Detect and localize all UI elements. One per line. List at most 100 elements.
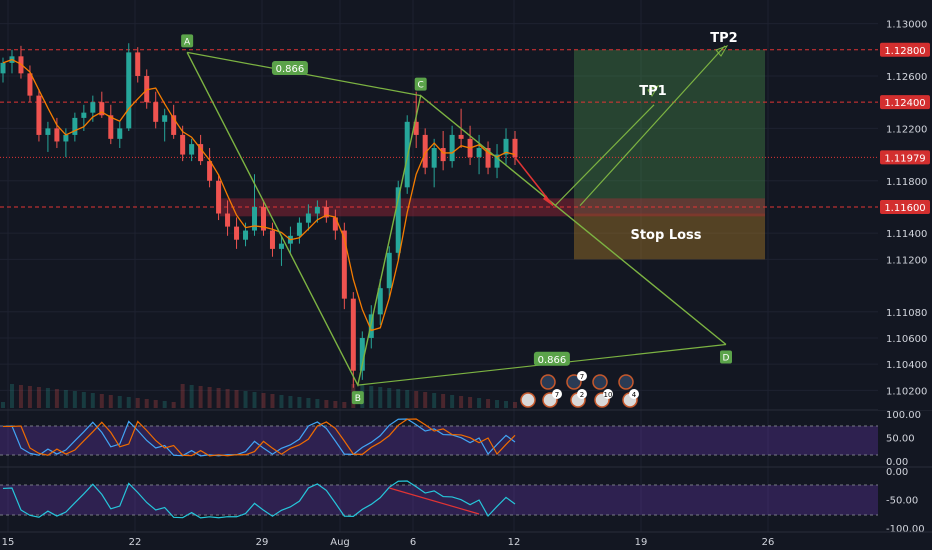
- zone-label-2: Stop Loss: [630, 228, 701, 243]
- volume-bar-50: [450, 395, 455, 408]
- event-count-bg-2: [577, 389, 587, 399]
- candle-body-6: [54, 128, 60, 142]
- candle-body-54: [485, 148, 491, 168]
- volume-bar-36: [324, 400, 329, 408]
- price-tick-0: 1.13000: [886, 20, 927, 31]
- event-count-bg-3: [603, 389, 613, 399]
- volume-bar-44: [396, 389, 401, 408]
- candle-body-5: [45, 128, 51, 135]
- candle-body-14: [126, 52, 132, 129]
- volume-bar-53: [477, 398, 482, 408]
- volume-bar-31: [279, 395, 284, 408]
- volume-bar-54: [486, 399, 491, 408]
- candle-body-23: [207, 161, 213, 181]
- volume-bar-6: [54, 389, 59, 408]
- volume-bar-42: [378, 387, 383, 408]
- pattern-point-label-C: C: [418, 81, 424, 91]
- event-badge-icon-top-3: [618, 374, 634, 390]
- event-count-1: 7: [555, 391, 559, 399]
- volume-bar-48: [432, 393, 437, 408]
- price-level-tag-bg-3: [880, 199, 930, 214]
- event-count-0: 7: [580, 373, 584, 381]
- price-tick-6: 1.11080: [886, 308, 927, 319]
- williams-pane-tick-1: -50.00: [886, 496, 918, 507]
- candle-body-47: [422, 134, 428, 168]
- candle-body-38: [341, 230, 347, 299]
- event-count-bg-4: [629, 389, 639, 399]
- time-tick-5: 12: [508, 537, 521, 548]
- moving-average-line: [2, 58, 516, 332]
- price-level-tag-bg-0: [880, 42, 930, 57]
- pattern-point-label-B: B: [355, 394, 361, 404]
- xabcd-pattern-legs: [186, 52, 727, 388]
- candle-body-39: [350, 298, 356, 371]
- time-axis[interactable]: 15 22 29 Aug 6 12 19 26: [0, 531, 932, 548]
- ratio-label-1: 0.866: [538, 355, 567, 366]
- williams-pane-tick-0: 0.00: [886, 467, 908, 478]
- event-badge-icon-bottom-0: [520, 392, 536, 408]
- price-level-tag-3: 1.11600: [884, 203, 925, 214]
- volume-bar-27: [243, 391, 248, 408]
- candle-body-40: [359, 337, 365, 371]
- volume-bar-22: [198, 386, 203, 408]
- time-tick-1: 22: [129, 537, 142, 548]
- candle-body-8: [72, 117, 78, 135]
- candle-body-55: [494, 154, 500, 168]
- volume-bar-12: [108, 395, 113, 408]
- volume-bar-24: [216, 388, 221, 408]
- ratio-label-bg-1: [533, 351, 570, 366]
- candle-body-34: [305, 213, 311, 223]
- candle-body-19: [171, 115, 177, 135]
- candle-body-36: [323, 206, 329, 218]
- tp2-arrow-head: [715, 45, 729, 57]
- time-tick-3: Aug: [330, 537, 350, 548]
- candle-body-15: [135, 52, 141, 76]
- candle-body-42: [377, 288, 383, 315]
- event-count-2: 2: [580, 391, 584, 399]
- pattern-point-label-A: A: [184, 37, 191, 47]
- ratio-label-0: 0.866: [276, 64, 305, 75]
- time-tick-7: 26: [762, 537, 775, 548]
- price-tick-7: 1.10600: [886, 334, 927, 345]
- time-tick-6: 19: [635, 537, 648, 548]
- candle-body-10: [90, 102, 96, 113]
- candle-body-29: [260, 206, 266, 231]
- candle-body-21: [189, 144, 195, 155]
- time-tick-4: 6: [410, 537, 416, 548]
- candle-body-28: [252, 206, 258, 231]
- volume-bar-55: [495, 400, 500, 408]
- take-profit-zone: [574, 49, 765, 214]
- candle-body-33: [296, 222, 302, 236]
- pattern-point-bg-D: [720, 350, 732, 364]
- event-count-4: 4: [632, 391, 637, 399]
- price-level-tag-0: 1.12800: [884, 46, 925, 57]
- volume-bars: [1, 384, 517, 408]
- volume-bar-49: [441, 394, 446, 408]
- price-level-tag-1: 1.12400: [884, 98, 925, 109]
- price-tick-5: 1.11200: [886, 255, 927, 266]
- candle-body-56: [503, 138, 509, 155]
- volume-bar-5: [45, 388, 50, 408]
- stoch-pane-tick-2: 0.00: [886, 457, 908, 468]
- volume-bar-4: [36, 387, 41, 408]
- candle-body-27: [243, 230, 249, 240]
- volume-bar-10: [90, 393, 95, 408]
- volume-bar-30: [270, 394, 275, 408]
- candle-body-7: [63, 134, 69, 142]
- volume-bar-34: [306, 398, 311, 408]
- candle-body-12: [108, 115, 114, 139]
- candle-body-53: [476, 148, 482, 158]
- volume-bar-47: [423, 392, 428, 408]
- candle-body-43: [386, 252, 392, 289]
- volume-bar-15: [135, 398, 140, 408]
- candle-body-13: [117, 128, 123, 139]
- candle-body-18: [162, 115, 168, 122]
- volume-bar-56: [504, 401, 509, 408]
- price-tick-2: 1.12200: [886, 124, 927, 135]
- williams-divergence-line: [389, 487, 480, 515]
- price-tick-9: 1.10200: [886, 386, 927, 397]
- price-axis[interactable]: 1.13000 1.12600 1.12200 1.11800 1.11400 1.112…: [878, 0, 932, 410]
- price-level-tag-bg-2: [880, 150, 930, 165]
- volume-bar-45: [405, 390, 410, 408]
- stoch-pane-line-main: [2, 418, 516, 457]
